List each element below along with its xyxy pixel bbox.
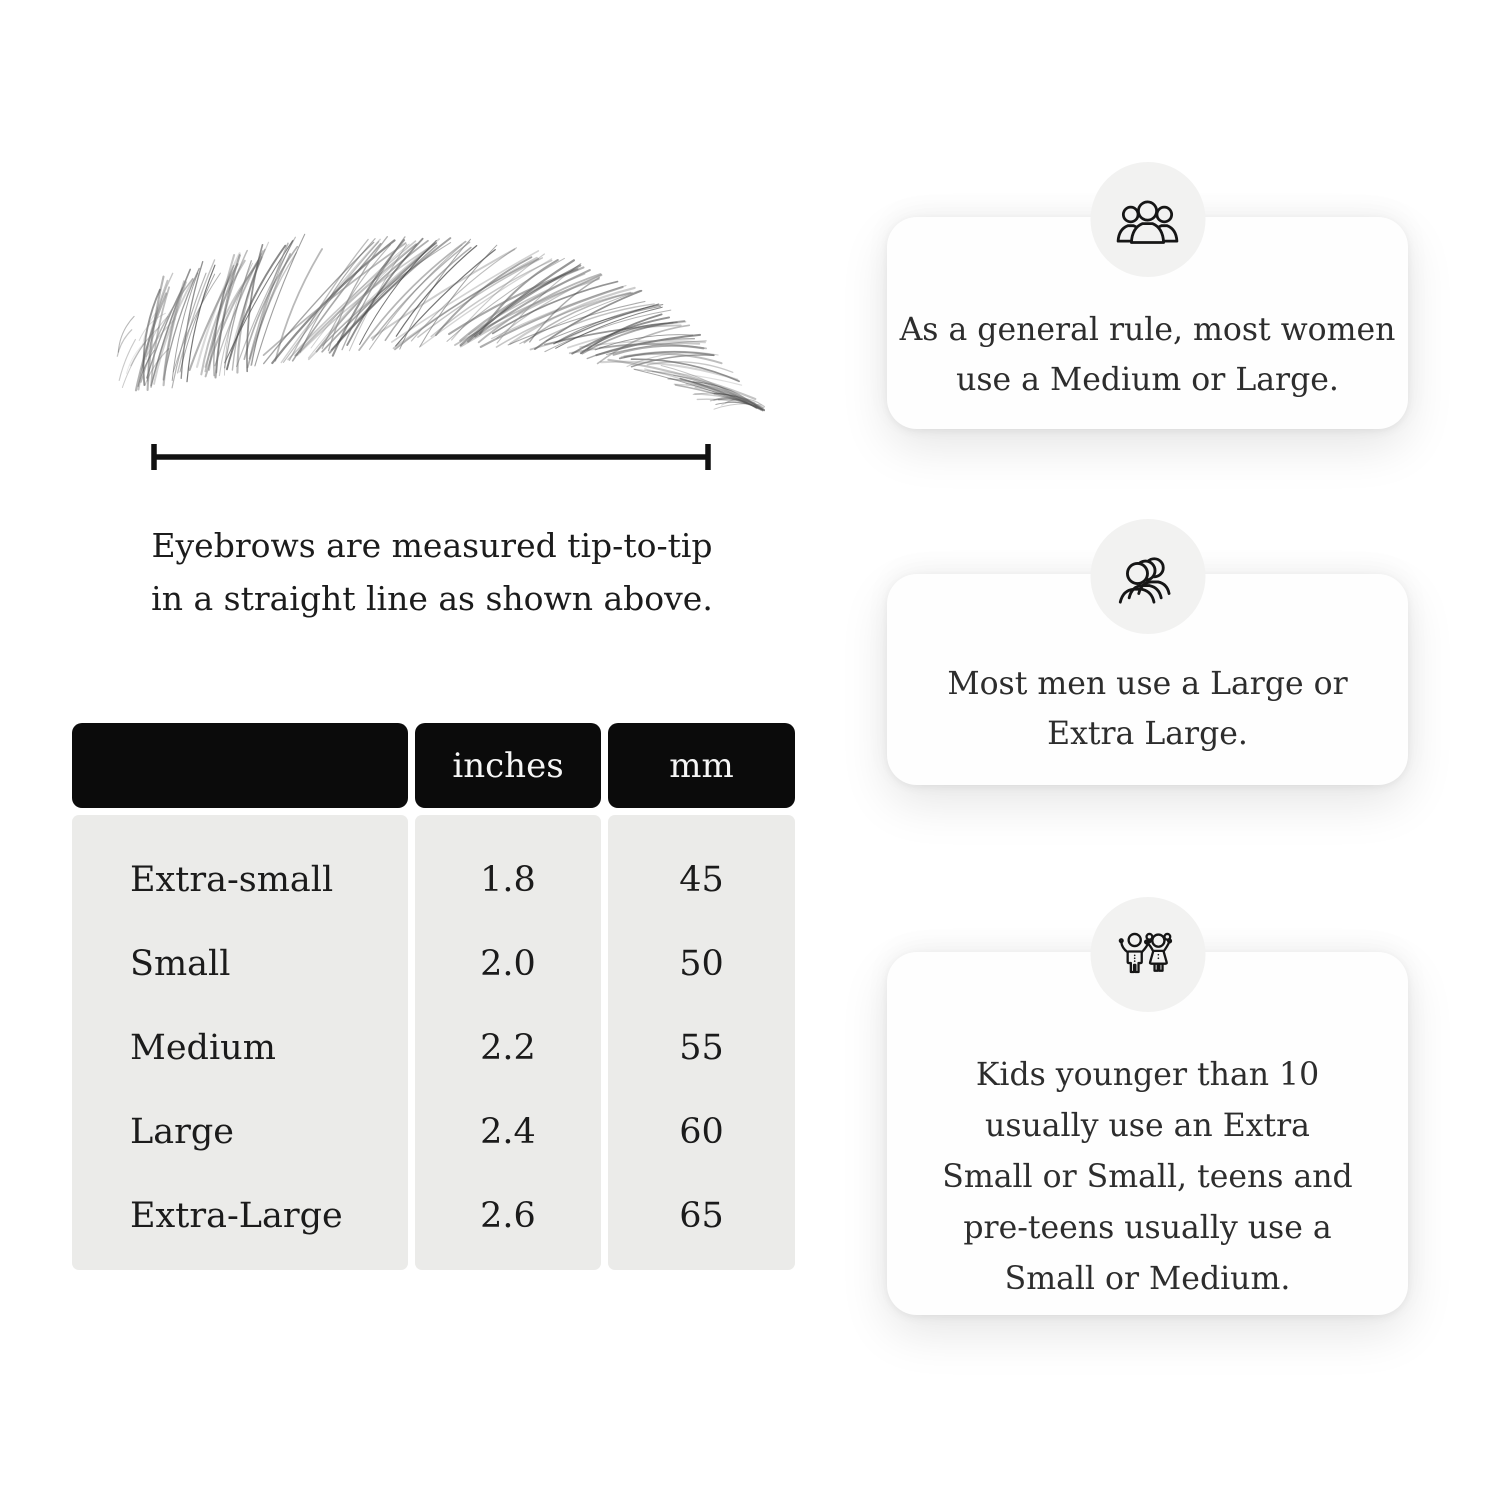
size-table-inches-column: 1.8 2.0 2.2 2.4 2.6 [415,815,601,1270]
inches-value: 2.4 [480,1112,536,1152]
size-label: Large [130,1112,234,1152]
size-table-header-mm: mm [608,723,795,808]
mm-value: 50 [679,944,724,984]
icon-circle [1090,519,1205,634]
inches-value: 2.6 [480,1196,536,1236]
card-text-line: Most men use a Large or [947,666,1348,702]
inches-value: 2.0 [480,944,536,984]
women-group-icon [1116,200,1179,244]
mm-value: 60 [679,1112,724,1152]
card-text-line: Kids younger than 10 [975,1057,1320,1093]
card-text-line: usually use an Extra [985,1108,1310,1144]
icon-circle [1090,897,1205,1012]
mm-value: 45 [679,860,724,900]
mm-value: 65 [679,1196,724,1236]
caption-line: Eyebrows are measured tip-to-tip [151,526,713,565]
women-advice-card: As a general rule, most women use a Medi… [887,162,1408,429]
card-text-line: Small or Medium. [1004,1261,1291,1297]
men-advice-card: Most men use a Large or Extra Large. [887,519,1408,785]
measurement-line [151,444,711,470]
size-table-header-row: inches mm [72,723,795,808]
card-text-line: use a Medium or Large. [956,362,1339,398]
size-table-body: Extra-small Small Medium Large Extra-Lar… [72,815,795,1270]
kids-advice-card: Kids younger than 10 usually use an Extr… [887,897,1408,1315]
size-label: Medium [130,1028,276,1068]
card-text-line: Small or Small, teens and [942,1159,1353,1195]
size-table-label-column: Extra-small Small Medium Large Extra-Lar… [72,815,408,1270]
size-table-mm-column: 45 50 55 60 65 [608,815,795,1270]
size-table: inches mm Extra-small Small Medium Large… [72,723,795,1270]
card-text-line: pre-teens usually use a [963,1210,1332,1246]
icon-circle [1090,162,1205,277]
kids-icon [1118,932,1173,974]
size-table-header-blank [72,723,408,808]
men-advice-text: Most men use a Large or Extra Large. [887,574,1408,759]
inches-value: 2.2 [480,1028,536,1068]
measurement-caption: Eyebrows are measured tip-to-tip in a st… [72,519,792,625]
eyebrow-illustration [116,233,765,412]
size-label: Extra-small [130,860,334,900]
size-label: Small [130,944,231,984]
inches-value: 1.8 [480,860,536,900]
card-text-line: As a general rule, most women [899,312,1396,348]
size-table-header-inches: inches [415,723,601,808]
caption-line: in a straight line as shown above. [151,579,713,618]
card-text-line: Extra Large. [1047,716,1248,752]
mm-value: 55 [679,1028,724,1068]
women-advice-text: As a general rule, most women use a Medi… [887,217,1408,405]
kids-advice-text: Kids younger than 10 usually use an Extr… [887,952,1408,1305]
size-label: Extra-Large [130,1196,343,1236]
men-group-icon [1118,556,1171,604]
